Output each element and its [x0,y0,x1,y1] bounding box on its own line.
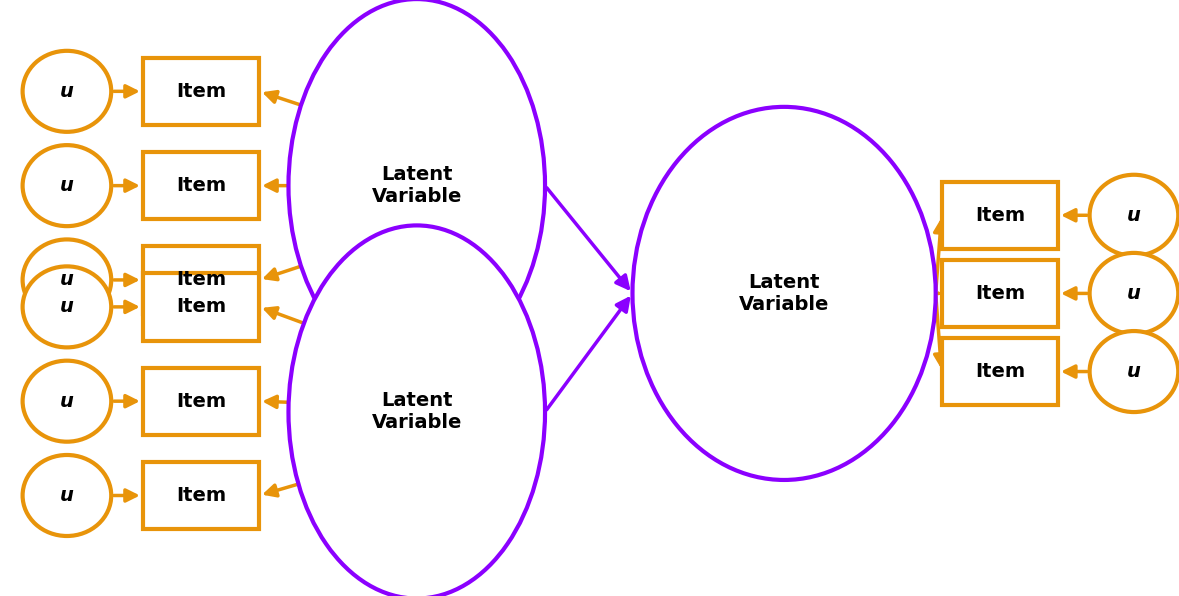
Text: Item: Item [176,82,226,101]
Text: Item: Item [975,284,1025,303]
Text: Item: Item [176,271,226,290]
FancyBboxPatch shape [143,273,259,340]
FancyBboxPatch shape [942,338,1058,405]
FancyBboxPatch shape [143,58,259,125]
Ellipse shape [1089,175,1178,256]
FancyBboxPatch shape [143,152,259,219]
Ellipse shape [22,240,111,321]
Text: u: u [60,392,74,411]
Text: u: u [60,176,74,195]
Text: Latent
Variable: Latent Variable [739,273,829,314]
Ellipse shape [22,361,111,442]
FancyBboxPatch shape [143,368,259,435]
Text: u: u [60,271,74,290]
FancyBboxPatch shape [143,462,259,529]
Ellipse shape [289,225,545,596]
Ellipse shape [1089,331,1178,412]
Ellipse shape [1089,253,1178,334]
Text: Item: Item [975,362,1025,381]
Ellipse shape [22,145,111,226]
Text: u: u [1127,362,1141,381]
Text: Item: Item [176,297,226,316]
Ellipse shape [22,266,111,347]
Text: u: u [60,82,74,101]
Text: u: u [1127,206,1141,225]
Ellipse shape [289,0,545,372]
Ellipse shape [22,51,111,132]
Text: u: u [60,297,74,316]
Ellipse shape [632,107,936,480]
Text: Item: Item [176,176,226,195]
Text: Latent
Variable: Latent Variable [371,165,462,206]
Text: Item: Item [176,392,226,411]
FancyBboxPatch shape [143,246,259,313]
Text: Item: Item [176,486,226,505]
Text: Latent
Variable: Latent Variable [371,392,462,433]
FancyBboxPatch shape [942,182,1058,249]
FancyBboxPatch shape [942,260,1058,327]
Ellipse shape [22,455,111,536]
Text: Item: Item [975,206,1025,225]
Text: u: u [60,486,74,505]
Text: u: u [1127,284,1141,303]
